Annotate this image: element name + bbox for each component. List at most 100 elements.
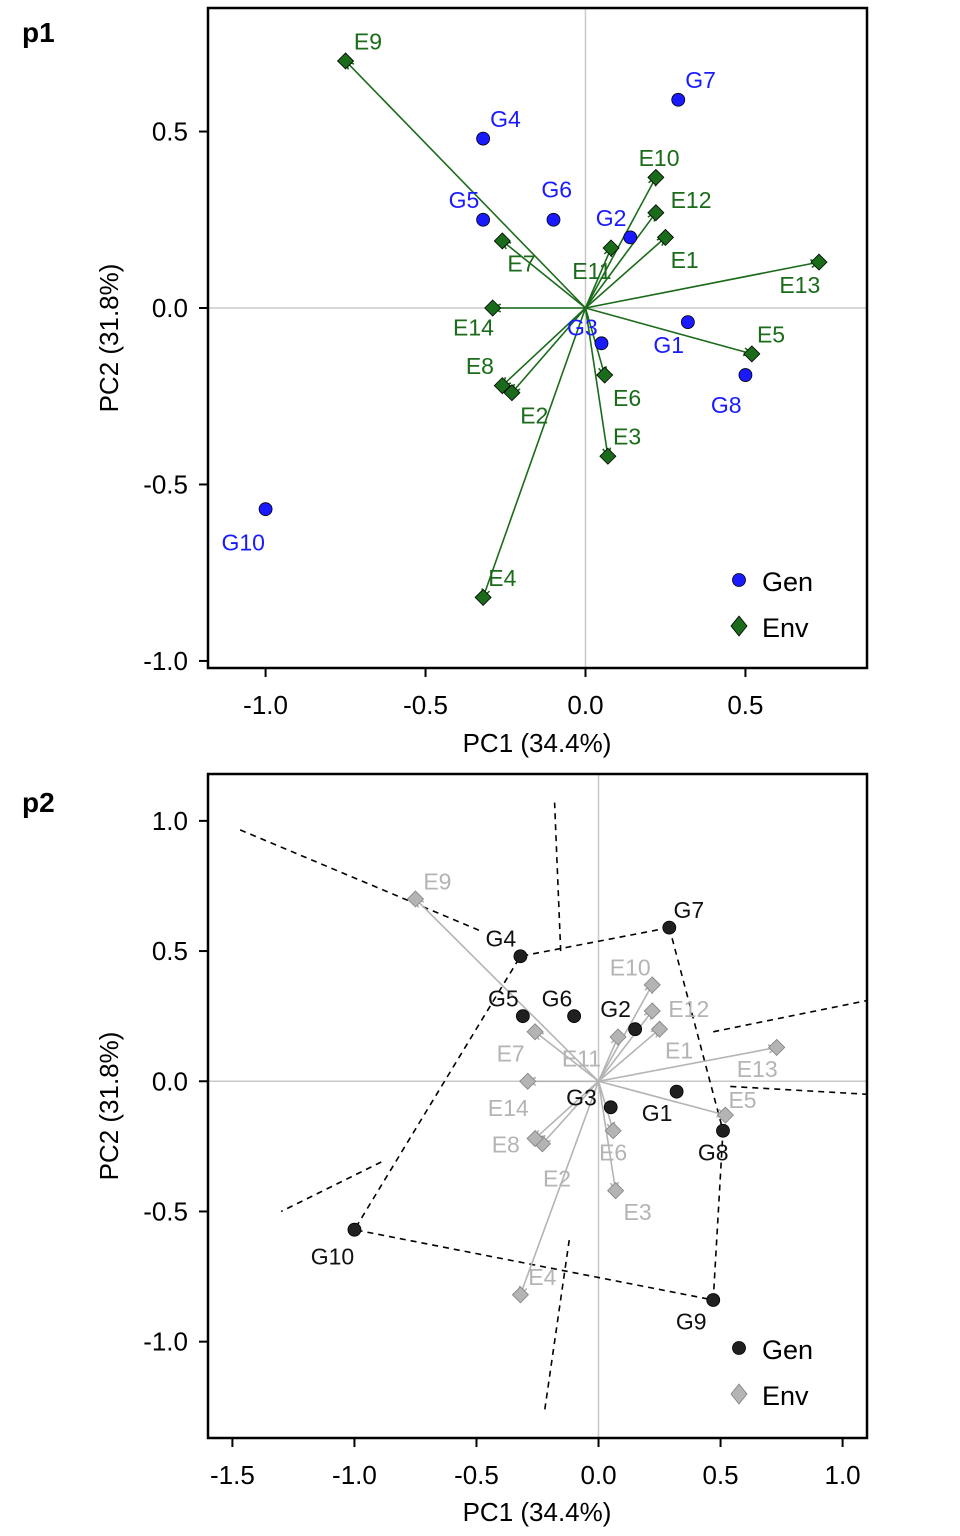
gen-marker-g10 bbox=[347, 1222, 362, 1237]
plot-frame-p2 bbox=[206, 772, 869, 1440]
env-vector-e11 bbox=[584, 247, 612, 309]
y-tick-label: -0.5 bbox=[143, 469, 188, 499]
env-vector-e9 bbox=[344, 60, 587, 309]
env-label-e3: E3 bbox=[624, 1199, 652, 1225]
env-label-e12: E12 bbox=[671, 187, 712, 213]
env-marker-e4 bbox=[474, 588, 492, 606]
env-vector-e8 bbox=[501, 307, 587, 387]
env-vector-e10 bbox=[584, 177, 657, 309]
gen-marker-g10 bbox=[258, 502, 273, 517]
env-marker-e13 bbox=[810, 253, 828, 271]
gen-label-g8: G8 bbox=[698, 1139, 729, 1165]
env-label-e9: E9 bbox=[354, 28, 382, 54]
gen-marker-g6 bbox=[567, 1009, 582, 1024]
env-marker-e6 bbox=[596, 366, 614, 384]
gen-marker-g5 bbox=[476, 212, 491, 227]
gen-label-g5: G5 bbox=[488, 986, 519, 1012]
env-marker-e12 bbox=[647, 204, 665, 222]
gen-marker-g1 bbox=[680, 315, 695, 330]
env-marker-e11 bbox=[609, 1028, 627, 1046]
x-axis-label-p2: PC1 (34.4%) bbox=[463, 1497, 612, 1527]
legend-swatch-env-p2 bbox=[730, 1383, 748, 1405]
gen-marker-g8 bbox=[738, 368, 753, 382]
env-vector-e5 bbox=[585, 307, 753, 355]
gen-marker-g3 bbox=[594, 336, 609, 351]
env-label-e9: E9 bbox=[423, 868, 451, 894]
env-label-e1: E1 bbox=[665, 1038, 693, 1064]
env-vector-e1 bbox=[597, 1028, 661, 1082]
env-vector-e12 bbox=[584, 212, 657, 309]
env-label-e11: E11 bbox=[572, 258, 611, 284]
gen-label-g3: G3 bbox=[566, 1085, 597, 1111]
x-tick-label: 1.0 bbox=[825, 1460, 861, 1490]
y-tick-label: -1.0 bbox=[143, 1327, 188, 1357]
env-label-e3: E3 bbox=[613, 424, 641, 450]
legend-entry-gen-p2: Gen bbox=[762, 1335, 813, 1365]
env-label-e7: E7 bbox=[507, 251, 535, 277]
env-marker-e14 bbox=[519, 1072, 537, 1090]
gen-marker-g2 bbox=[628, 1022, 643, 1037]
env-marker-e1 bbox=[656, 228, 675, 246]
legend-entry-gen-p1: Gen bbox=[762, 567, 813, 597]
panel-p2: p2 E1 E2 E3 E4 E5 E6 E7 E8 E9 E10 E11 E12 E13 E14 G1 G2… bbox=[22, 772, 869, 1527]
gen-marker-g3 bbox=[603, 1100, 618, 1115]
env-label-e10: E10 bbox=[610, 954, 651, 980]
legend-p1: Gen Env bbox=[730, 567, 813, 643]
panel-tag-p2: p2 bbox=[22, 787, 55, 818]
gen-label-g5: G5 bbox=[449, 187, 480, 213]
env-vector-e7 bbox=[501, 240, 586, 309]
x-axis-label-p1: PC1 (34.4%) bbox=[463, 728, 612, 758]
plot-frame-p1 bbox=[206, 6, 869, 670]
y-tick-label: 1.0 bbox=[152, 806, 188, 836]
env-marker-e5 bbox=[716, 1106, 735, 1124]
env-label-e14: E14 bbox=[488, 1095, 529, 1121]
gen-label-g2: G2 bbox=[596, 205, 627, 231]
y-tick-label: 0.5 bbox=[152, 117, 188, 147]
env-vector-e10 bbox=[597, 984, 653, 1082]
env-label-e6: E6 bbox=[599, 1139, 627, 1165]
env-marker-e2 bbox=[503, 384, 521, 402]
env-label-e1: E1 bbox=[671, 247, 699, 273]
panel-tag-p1: p1 bbox=[22, 17, 55, 48]
gen-marker-g9 bbox=[706, 1293, 721, 1307]
y-tick-label: -1.0 bbox=[143, 646, 188, 676]
env-marker-e14 bbox=[484, 299, 502, 317]
gen-label-g6: G6 bbox=[541, 177, 572, 203]
legend-swatch-env-p1 bbox=[730, 615, 748, 637]
y-ticks-p1: -1.0 -0.5 0.0 0.5 bbox=[143, 117, 208, 676]
gen-label-g8: G8 bbox=[711, 392, 742, 418]
point-labels-p1: E1 E2 E3 E4 E5 E6 E7 E8 E9 E10 E11 E12 E13 E14 G1 G2 G3 G… bbox=[221, 28, 820, 590]
env-label-e4: E4 bbox=[528, 1264, 556, 1290]
env-label-e11: E11 bbox=[562, 1046, 601, 1072]
gen-label-g9: G9 bbox=[676, 1309, 707, 1335]
env-vector-e3 bbox=[584, 307, 609, 457]
convex-hull-polygon bbox=[353, 926, 724, 1301]
point-labels-p2: E1 E2 E3 E4 E5 E6 E7 E8 E9 E10 E11 E12 E13 E14 G1 G2 G3 G… bbox=[311, 868, 778, 1334]
y-tick-label: -0.5 bbox=[143, 1196, 188, 1226]
env-vector-e1 bbox=[584, 236, 666, 309]
env-label-e10: E10 bbox=[639, 145, 680, 171]
x-tick-label: 0.5 bbox=[727, 690, 763, 720]
env-label-e6: E6 bbox=[613, 385, 641, 411]
y-tick-label: 0.5 bbox=[152, 936, 188, 966]
env-vector-e2 bbox=[541, 1080, 600, 1145]
sector-line bbox=[280, 1161, 382, 1213]
env-label-e4: E4 bbox=[488, 565, 516, 591]
gen-marker-g8 bbox=[716, 1123, 730, 1138]
x-ticks-p1: -1.0 -0.5 0.0 0.5 bbox=[243, 668, 764, 720]
gen-label-g4: G4 bbox=[486, 926, 517, 952]
gen-marker-g4 bbox=[513, 949, 528, 964]
env-label-e7: E7 bbox=[497, 1040, 525, 1066]
x-tick-label: -0.5 bbox=[403, 690, 448, 720]
env-vector-e13 bbox=[585, 261, 820, 309]
x-tick-label: -1.0 bbox=[243, 690, 288, 720]
gen-label-g10: G10 bbox=[311, 1243, 354, 1269]
env-label-e13: E13 bbox=[779, 272, 820, 298]
env-label-e2: E2 bbox=[543, 1165, 571, 1191]
env-marker-e7 bbox=[493, 232, 511, 250]
gen-label-g7: G7 bbox=[685, 67, 716, 93]
gen-label-g4: G4 bbox=[490, 106, 521, 132]
legend-entry-env-p1: Env bbox=[762, 613, 809, 643]
